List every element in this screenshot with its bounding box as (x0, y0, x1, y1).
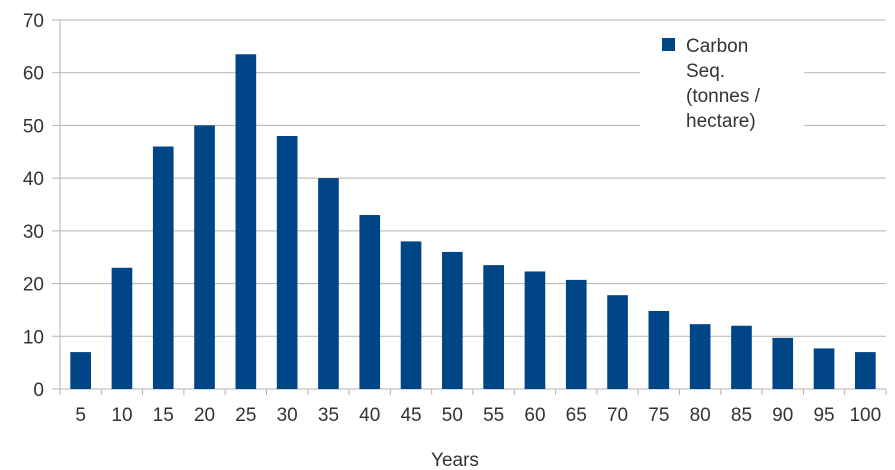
legend-label-line: Seq. (686, 61, 725, 82)
bar-30 (276, 135, 298, 389)
x-tick-label: 5 (75, 405, 86, 426)
bar-80 (689, 324, 711, 389)
bar-10 (111, 267, 133, 389)
legend: Carbon Seq. (tonnes / hectare) (640, 28, 804, 142)
bar-65 (565, 279, 587, 389)
x-tick-label: 75 (648, 405, 669, 426)
x-tick-label: 45 (400, 405, 421, 426)
x-tick-label: 85 (731, 405, 752, 426)
bar-15 (152, 146, 174, 389)
x-tick-label: 40 (359, 405, 380, 426)
bar-60 (524, 271, 546, 389)
x-tick-label: 35 (318, 405, 339, 426)
x-tick-label: 80 (690, 405, 711, 426)
y-tick-label: 30 (23, 222, 44, 243)
y-tick-label: 40 (23, 169, 44, 190)
x-tick-label: 70 (607, 405, 628, 426)
x-tick-label: 30 (277, 405, 298, 426)
legend-label-line: hectare) (686, 111, 756, 132)
bar-5 (70, 352, 91, 389)
bar-45 (400, 241, 422, 389)
bar-20 (194, 125, 215, 389)
bars (70, 54, 876, 390)
y-axis-ticks: 0 10 20 30 40 50 60 70 (23, 11, 44, 401)
y-tick-label: 20 (23, 275, 44, 296)
x-tick-label: 60 (524, 405, 545, 426)
legend-label: Carbon Seq. (tonnes / hectare) (686, 36, 761, 132)
y-tick-label: 70 (23, 11, 44, 32)
x-tick-label: 95 (813, 405, 834, 426)
bar-55 (483, 265, 504, 389)
x-tick-label: 100 (849, 405, 881, 426)
bar-95 (813, 348, 835, 389)
x-tick-label: 65 (566, 405, 587, 426)
x-tick-label: 15 (153, 405, 174, 426)
legend-label-line: Carbon (686, 36, 748, 57)
x-tick-label: 10 (111, 405, 132, 426)
bar-40 (359, 215, 381, 389)
bar-75 (648, 310, 670, 389)
x-tick-label: 20 (194, 405, 215, 426)
y-tick-label: 60 (23, 64, 44, 85)
bar-85 (731, 325, 752, 389)
y-tick-label: 50 (23, 116, 44, 137)
bar-25 (235, 54, 257, 390)
bar-35 (318, 178, 339, 389)
y-tick-label: 10 (23, 327, 44, 348)
x-axis-title: Years (431, 450, 479, 470)
x-tick-label: 50 (442, 405, 463, 426)
y-tick-label: 0 (33, 380, 44, 401)
x-axis-ticks: 5 10 15 20 25 30 35 40 45 50 55 60 65 70 75 80 85 90 95 100 (59, 389, 887, 426)
x-tick-label: 55 (483, 405, 504, 426)
x-tick-label: 90 (772, 405, 793, 426)
bar-50 (442, 251, 463, 389)
legend-swatch (662, 38, 675, 51)
x-tick-label: 25 (235, 405, 256, 426)
bar-70 (607, 295, 628, 389)
legend-label-line: (tonnes / (686, 86, 761, 107)
bar-100 (855, 352, 876, 389)
bar-90 (772, 337, 794, 389)
